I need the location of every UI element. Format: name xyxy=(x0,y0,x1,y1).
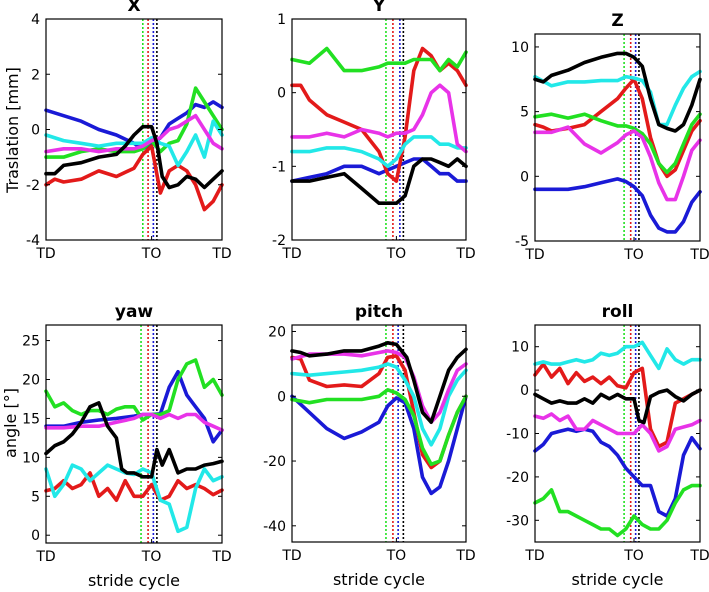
x-tick-label: TD xyxy=(211,246,231,262)
series-line-cyan xyxy=(44,119,224,168)
subplot-y: Y -2 -1 0 1 TD TO TD xyxy=(272,0,476,262)
x-tick-label: TO xyxy=(386,548,407,564)
series-line-magenta xyxy=(290,83,468,154)
x-tick-label: TD xyxy=(35,246,55,262)
x-tick-label: TO xyxy=(623,247,644,263)
x-tick-label: TD xyxy=(211,549,231,565)
y-tick-label: -2 xyxy=(272,233,286,249)
subplot-title-z: Z xyxy=(611,11,623,31)
y-tick-label: 0 xyxy=(520,383,529,399)
y-tick-label: -20 xyxy=(506,470,529,486)
x-tick-label: TD xyxy=(281,548,301,564)
subplot-x: X -4 -2 0 2 4 TD TO TD xyxy=(26,0,232,262)
plot-frame xyxy=(534,33,701,242)
y-tick-label: 2 xyxy=(31,67,40,83)
x-tick-label: TD xyxy=(524,247,544,263)
x-tick-label: TD xyxy=(455,246,475,262)
plot-frame xyxy=(45,18,223,241)
y-tick-label: 10 xyxy=(22,450,40,466)
y-tick-label: -4 xyxy=(26,233,40,249)
series-line-black xyxy=(533,51,702,133)
x-tick-label: TO xyxy=(386,246,407,262)
y-tick-label: -2 xyxy=(26,178,40,194)
y-tick-label: -10 xyxy=(506,427,529,443)
series-line-magenta xyxy=(44,412,224,432)
series-line-black xyxy=(44,401,224,479)
series-line-black xyxy=(44,124,224,190)
series-line-magenta xyxy=(533,412,702,453)
series-line-red xyxy=(44,144,224,212)
subplot-yaw: yaw 0 5 10 15 20 25 TD TO TD stride cycle xyxy=(22,302,232,590)
series-line-black xyxy=(290,341,468,424)
y-tick-label: 10 xyxy=(511,40,529,56)
series-line-magenta xyxy=(290,349,468,424)
y-tick-label: 5 xyxy=(520,105,529,121)
x-tick-label: TD xyxy=(281,246,301,262)
plot-frame xyxy=(45,324,223,544)
subplot-title-pitch: pitch xyxy=(355,302,403,322)
series-line-green xyxy=(533,483,702,538)
x-tick-label: TD xyxy=(455,548,475,564)
y-tick-label: 0 xyxy=(520,169,529,185)
series-line-cyan xyxy=(533,340,702,371)
series-line-cyan xyxy=(290,362,468,447)
ylabel-top: Traslation [mm] xyxy=(3,67,22,194)
y-tick-label: -20 xyxy=(263,454,286,470)
y-tick-label: 1 xyxy=(277,12,286,28)
series-line-green xyxy=(290,46,468,73)
x-tick-label: TO xyxy=(623,548,644,564)
ylabel-bottom: angle [°] xyxy=(1,388,20,458)
x-axis-label: stride cycle xyxy=(333,570,425,589)
series-line-green xyxy=(290,388,468,467)
series-line-red xyxy=(533,362,702,449)
series-line-red xyxy=(44,471,224,502)
y-tick-label: 0 xyxy=(277,86,286,102)
subplot-pitch: pitch -40 -20 0 20 TD TO TD stride cycle xyxy=(263,302,476,589)
y-tick-label: 5 xyxy=(31,489,40,505)
plot-frame xyxy=(291,324,467,543)
subplot-title-y: Y xyxy=(372,0,386,16)
series-line-blue xyxy=(533,427,702,518)
series-line-cyan xyxy=(290,135,468,169)
y-tick-label: 0 xyxy=(31,123,40,139)
series-line-cyan xyxy=(44,463,224,534)
series-line-blue xyxy=(533,177,702,234)
y-tick-label: 25 xyxy=(22,334,40,350)
y-tick-label: -1 xyxy=(272,159,286,175)
y-tick-label: 0 xyxy=(31,528,40,544)
x-tick-label: TD xyxy=(35,549,55,565)
y-tick-label: -5 xyxy=(515,234,529,250)
x-tick-label: TD xyxy=(689,548,709,564)
y-tick-label: 20 xyxy=(268,324,286,340)
series-line-blue xyxy=(290,394,468,496)
x-axis-label: stride cycle xyxy=(88,571,180,590)
subplot-title-roll: roll xyxy=(602,302,634,322)
series-line-magenta xyxy=(533,125,702,202)
series-line-green xyxy=(44,86,224,159)
subplot-title-yaw: yaw xyxy=(115,302,154,322)
x-tick-label: TD xyxy=(689,247,709,263)
y-tick-label: 4 xyxy=(31,12,40,28)
y-tick-label: -30 xyxy=(506,513,529,529)
series-line-black xyxy=(533,388,702,425)
subplot-z: Z -5 0 5 10 TD TO TD xyxy=(511,11,709,263)
x-tick-label: TD xyxy=(524,548,544,564)
y-tick-label: 20 xyxy=(22,373,40,389)
series-line-green xyxy=(533,112,702,175)
y-tick-label: 15 xyxy=(22,411,40,427)
x-tick-label: TO xyxy=(141,246,162,262)
x-tick-label: TO xyxy=(141,549,162,565)
plot-frame xyxy=(291,18,467,241)
x-axis-label: stride cycle xyxy=(571,570,663,589)
series-line-cyan xyxy=(533,69,702,127)
y-tick-label: -40 xyxy=(263,519,286,535)
series-line-green xyxy=(44,358,224,422)
y-tick-label: 10 xyxy=(511,340,529,356)
y-tick-label: 0 xyxy=(277,389,286,405)
series-line-black xyxy=(290,157,468,205)
subplot-title-x: X xyxy=(127,0,140,16)
subplot-roll: roll -30 -20 -10 0 10 TD TO TD stride cycle xyxy=(506,302,709,589)
